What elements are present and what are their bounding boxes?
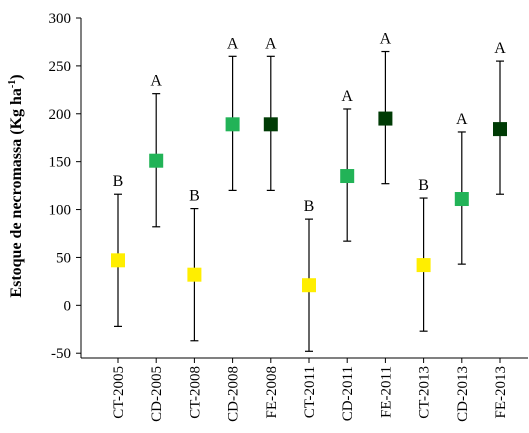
data-point <box>263 117 278 132</box>
data-point <box>302 278 316 293</box>
y-axis-title: Estoque de necromassa (Kg ha-1) <box>7 74 25 297</box>
significance-letter: B <box>304 198 315 215</box>
y-tick-label: 100 <box>49 203 72 219</box>
data-point <box>454 192 469 207</box>
significance-letter: A <box>150 73 162 90</box>
y-tick-label: 300 <box>49 11 72 27</box>
significance-letter: B <box>189 188 200 205</box>
data-point <box>111 253 125 268</box>
significance-letter: A <box>494 40 506 57</box>
y-tick-label: 50 <box>56 250 71 266</box>
data-point <box>225 117 240 132</box>
significance-letter: A <box>380 31 392 48</box>
x-tick-label: FE-2011 <box>378 366 394 418</box>
x-tick-label: CT-2011 <box>302 366 318 418</box>
x-tick-label: CT-2013 <box>417 366 433 419</box>
series: B A B A A B A A B A A <box>111 31 507 352</box>
x-tick-label: FE-2008 <box>264 366 280 419</box>
significance-letter: A <box>456 111 468 128</box>
significance-letter: B <box>418 177 429 194</box>
x-tick-label: CD-2011 <box>340 366 356 421</box>
data-point <box>378 111 393 126</box>
x-tick-label: CT-2008 <box>187 366 203 419</box>
x-tick-label: CT-2005 <box>111 366 127 419</box>
x-axis: CT-2005 CD-2005 CT-2008 CD-2008 FE-2008 CT-20… <box>81 357 528 422</box>
data-point <box>187 267 202 282</box>
y-tick-label: 0 <box>64 298 72 314</box>
significance-letter: A <box>265 35 277 52</box>
y-tick-label: 200 <box>49 107 72 123</box>
y-axis: -50 0 50 100 150 200 250 300 <box>49 11 82 362</box>
x-tick-label: CD-2005 <box>149 366 165 422</box>
data-point <box>416 258 431 273</box>
significance-letter: A <box>341 88 353 105</box>
x-tick-label: CD-2008 <box>226 366 242 422</box>
y-tick-label: -50 <box>51 346 71 362</box>
data-point <box>340 169 355 184</box>
y-tick-label: 250 <box>49 59 72 75</box>
x-tick-label: CD-2013 <box>455 366 471 422</box>
significance-letter: B <box>113 173 124 190</box>
data-point <box>493 122 507 137</box>
significance-letter: A <box>227 35 239 52</box>
data-point <box>149 153 164 168</box>
x-tick-label: FE-2013 <box>493 366 509 419</box>
y-tick-label: 150 <box>49 155 72 171</box>
